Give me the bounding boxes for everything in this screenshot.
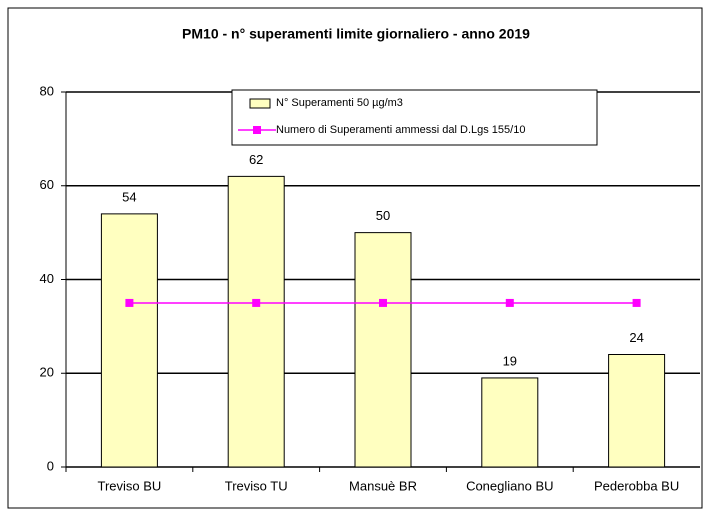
x-tick-label: Mansuè BR	[349, 478, 417, 493]
bar	[608, 354, 666, 468]
data-label: 24	[629, 330, 643, 345]
bar	[481, 377, 539, 468]
x-tick-label: Treviso BU	[97, 478, 161, 493]
line-marker	[379, 298, 387, 307]
legend-swatch	[249, 98, 271, 109]
data-label: 50	[376, 208, 390, 223]
data-label: 54	[122, 189, 136, 204]
y-tick-label: 80	[40, 83, 54, 98]
bar	[100, 213, 158, 468]
y-tick-label: 40	[40, 271, 54, 286]
line-marker	[632, 298, 641, 307]
x-tick-label: Treviso TU	[225, 478, 288, 493]
y-tick-label: 0	[47, 458, 54, 473]
legend-label: Numero di Superamenti ammessi dal D.Lgs …	[276, 124, 525, 136]
bar	[354, 232, 412, 468]
data-label: 19	[503, 353, 517, 368]
bar	[227, 175, 285, 468]
legend-swatch	[253, 126, 261, 134]
data-label: 62	[249, 152, 263, 167]
y-tick-label: 20	[40, 365, 54, 380]
x-tick-label: Conegliano BU	[466, 478, 553, 493]
legend-label: N° Superamenti 50 µg/m3	[276, 97, 403, 109]
y-tick-label: 60	[40, 177, 54, 192]
line-marker	[125, 298, 134, 307]
line-marker	[505, 298, 514, 307]
x-tick-label: Pederobba BU	[594, 478, 679, 493]
legend-box	[231, 89, 598, 146]
chart-title: PM10 - n° superamenti limite giornaliero…	[182, 26, 530, 42]
line-marker	[252, 298, 261, 307]
